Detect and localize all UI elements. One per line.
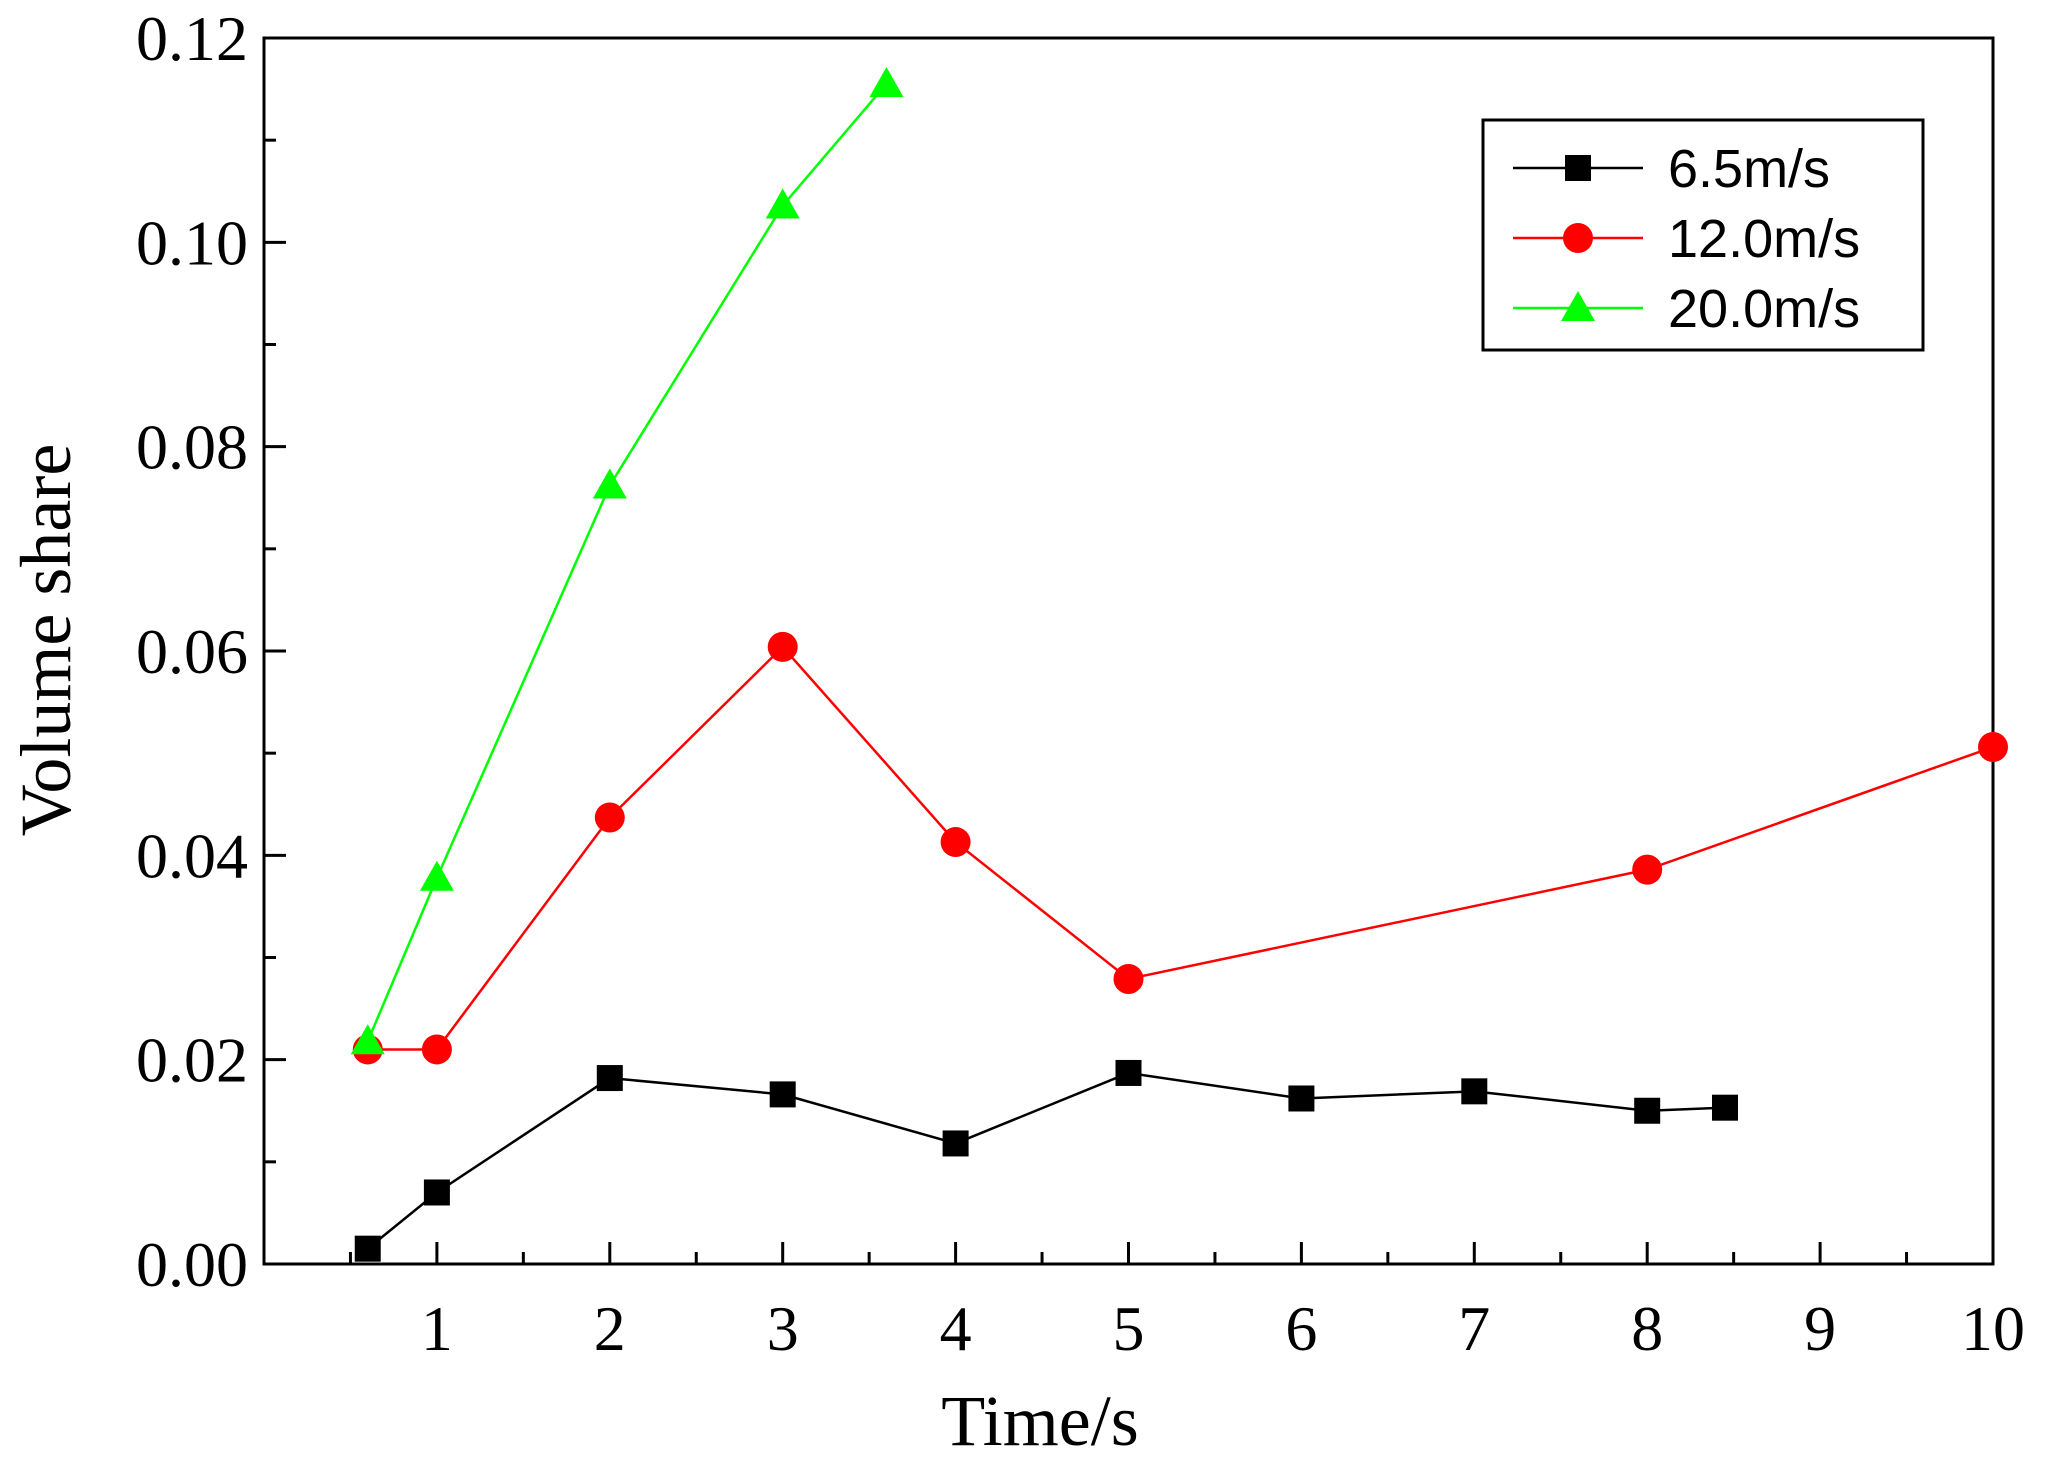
data-point bbox=[594, 802, 625, 833]
x-axis-title: Time/s bbox=[941, 1381, 1138, 1461]
legend: 6.5m/s 12.0m/s 20.0m/s bbox=[1481, 118, 1925, 352]
legend-label: 20.0m/s bbox=[1668, 279, 1860, 339]
data-point bbox=[419, 860, 454, 891]
x-tick-label: 4 bbox=[940, 1293, 972, 1364]
x-tick-label: 10 bbox=[1961, 1293, 2025, 1364]
data-point bbox=[421, 1034, 452, 1065]
x-axis: 1 2 3 4 5 6 7 8 9 10 bbox=[348, 1242, 2025, 1364]
data-point bbox=[767, 631, 798, 662]
legend-box bbox=[1481, 118, 1925, 352]
y-axis: 0.00 0.02 0.04 0.06 0.08 0.10 0.12 bbox=[136, 3, 286, 1300]
x-tick-label: 9 bbox=[1804, 1293, 1836, 1364]
data-point bbox=[1113, 963, 1144, 994]
y-axis-title: Volume share bbox=[6, 444, 86, 837]
x-tick-label: 8 bbox=[1631, 1293, 1663, 1364]
data-point bbox=[354, 1235, 381, 1262]
series-2 bbox=[352, 631, 2008, 1065]
series-3 bbox=[350, 66, 904, 1055]
series-1 bbox=[354, 1059, 1739, 1262]
y-tick-label: 0.02 bbox=[136, 1025, 248, 1096]
y-tick-label: 0.08 bbox=[136, 412, 248, 483]
legend-label: 12.0m/s bbox=[1668, 209, 1860, 269]
y-tick-label: 0.12 bbox=[136, 3, 248, 74]
x-tick-label: 6 bbox=[1285, 1293, 1317, 1364]
legend-label: 6.5m/s bbox=[1668, 139, 1830, 199]
x-tick-label: 7 bbox=[1458, 1293, 1490, 1364]
data-point bbox=[592, 468, 627, 499]
y-tick-label: 0.10 bbox=[136, 207, 248, 278]
y-tick-label: 0.04 bbox=[136, 820, 248, 891]
x-tick-label: 5 bbox=[1113, 1293, 1145, 1364]
data-point bbox=[869, 66, 904, 97]
series-line bbox=[366, 1071, 1726, 1250]
legend-marker bbox=[1563, 223, 1593, 253]
data-point bbox=[1978, 732, 2008, 763]
y-tick-label: 0.00 bbox=[136, 1229, 248, 1300]
data-point bbox=[1461, 1078, 1488, 1105]
data-point bbox=[942, 1130, 969, 1157]
series-layer bbox=[350, 66, 2008, 1262]
data-point bbox=[1632, 854, 1663, 885]
series-line bbox=[367, 645, 1994, 1051]
data-point bbox=[769, 1081, 796, 1108]
data-point bbox=[350, 1024, 385, 1055]
data-point bbox=[940, 827, 971, 858]
legend-marker bbox=[1565, 155, 1591, 181]
data-point bbox=[1712, 1094, 1739, 1121]
data-point bbox=[765, 188, 800, 219]
x-tick-label: 3 bbox=[767, 1293, 799, 1364]
series-line bbox=[366, 83, 888, 1042]
data-point bbox=[1288, 1085, 1315, 1112]
legend-marker bbox=[1561, 291, 1595, 321]
x-tick-label: 2 bbox=[594, 1293, 626, 1364]
data-point bbox=[1634, 1097, 1661, 1124]
data-point bbox=[423, 1179, 450, 1206]
data-point bbox=[596, 1065, 623, 1092]
x-tick-label: 1 bbox=[421, 1293, 453, 1364]
data-point bbox=[1115, 1059, 1142, 1086]
y-tick-label: 0.06 bbox=[136, 616, 248, 687]
